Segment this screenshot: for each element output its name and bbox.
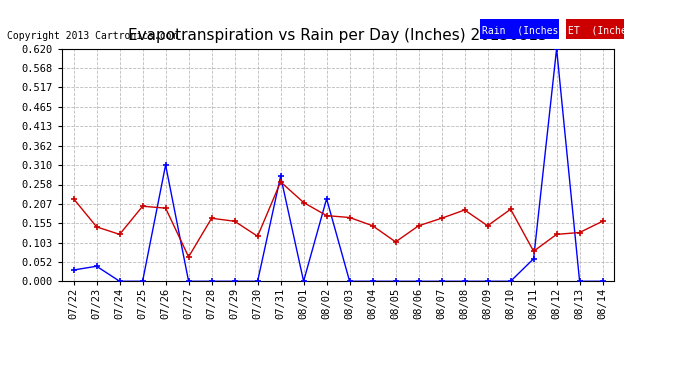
Text: Copyright 2013 Cartronics.com: Copyright 2013 Cartronics.com xyxy=(7,32,177,41)
Title: Evapotranspiration vs Rain per Day (Inches) 20130815: Evapotranspiration vs Rain per Day (Inch… xyxy=(128,28,548,44)
Text: ET  (Inches): ET (Inches) xyxy=(568,26,638,36)
Text: Rain  (Inches): Rain (Inches) xyxy=(482,26,564,36)
